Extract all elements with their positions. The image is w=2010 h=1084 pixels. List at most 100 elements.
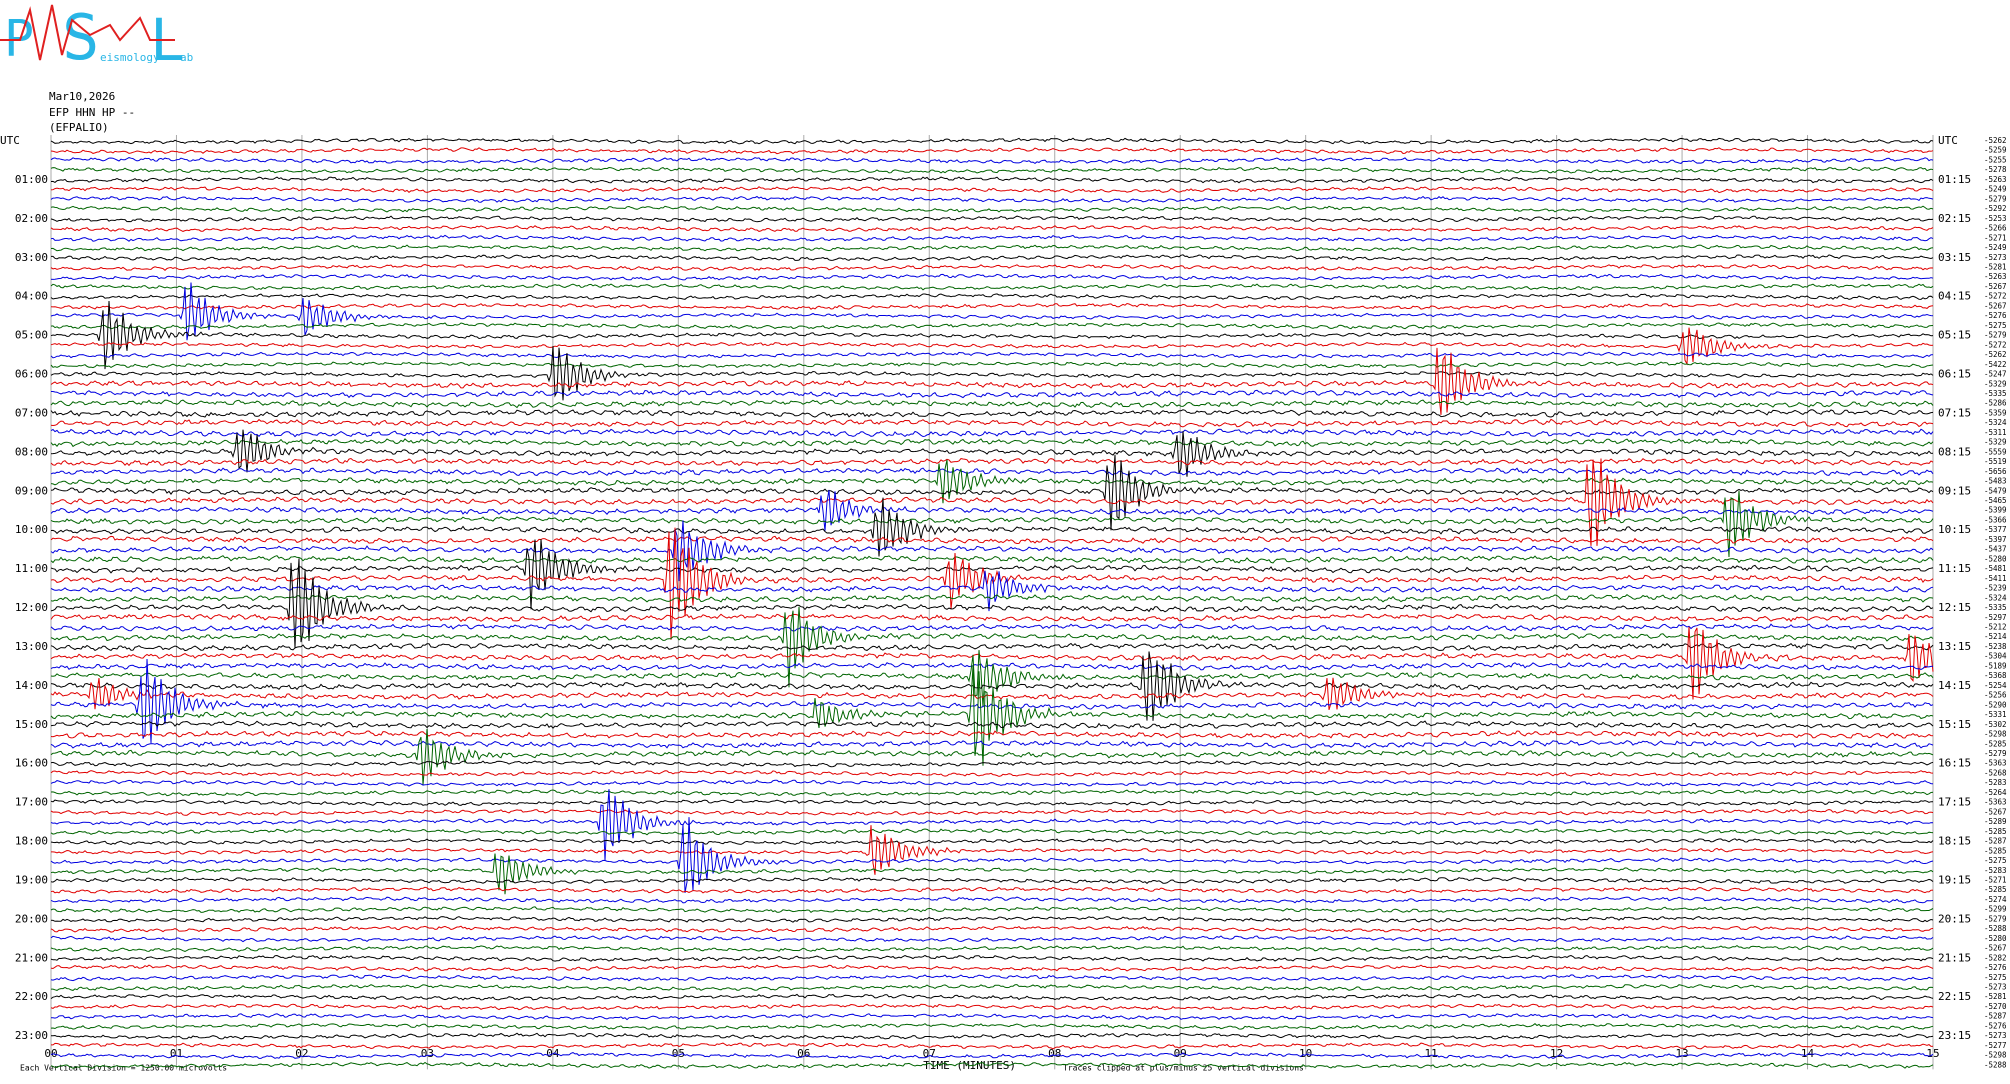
right-time-label: 05:15 bbox=[1938, 329, 1971, 342]
trace-label: -5239 bbox=[1984, 584, 2007, 593]
trace-label: -5279 bbox=[1984, 331, 2007, 340]
trace bbox=[50, 429, 1934, 477]
x-tick-label: 06 bbox=[797, 1047, 810, 1060]
trace bbox=[50, 760, 1934, 768]
trace-label: -5288 bbox=[1984, 924, 2007, 933]
trace-label: -5249 bbox=[1984, 243, 2007, 252]
trace bbox=[50, 662, 1934, 671]
trace-label: -5273 bbox=[1984, 1031, 2007, 1040]
trace bbox=[50, 490, 1934, 558]
trace bbox=[50, 838, 1934, 845]
trace bbox=[50, 613, 1934, 623]
right-time-label: 02:15 bbox=[1938, 212, 1971, 225]
trace-label: -5288 bbox=[1984, 1060, 2007, 1069]
trace bbox=[51, 825, 1934, 875]
right-time-label: 10:15 bbox=[1938, 523, 1971, 536]
trace bbox=[50, 302, 1934, 310]
left-time-label: 22:00 bbox=[15, 990, 48, 1003]
trace-label: -5267 bbox=[1984, 944, 2007, 953]
left-time-label: 15:00 bbox=[15, 718, 48, 731]
trace bbox=[51, 1013, 1934, 1021]
trace bbox=[50, 234, 1934, 242]
trace bbox=[50, 828, 1934, 836]
trace-label: -5280 bbox=[1984, 554, 2007, 563]
x-tick-label: 00 bbox=[44, 1047, 57, 1060]
trace-label: -5298 bbox=[1984, 1051, 2007, 1060]
trace-label: -5285 bbox=[1984, 739, 2007, 748]
x-tick-label: 10 bbox=[1299, 1047, 1312, 1060]
trace bbox=[50, 964, 1934, 972]
trace bbox=[50, 458, 1934, 546]
trace bbox=[50, 489, 1934, 531]
trace bbox=[50, 409, 1934, 418]
trace-label: -5559 bbox=[1984, 447, 2007, 456]
trace bbox=[50, 626, 1934, 700]
x-tick-label: 08 bbox=[1048, 1047, 1061, 1060]
trace-label: -5275 bbox=[1984, 321, 2007, 330]
trace-label: -5465 bbox=[1984, 496, 2007, 505]
trace bbox=[50, 993, 1934, 1001]
trace bbox=[50, 497, 1934, 557]
right-time-label: 06:15 bbox=[1938, 368, 1971, 381]
trace-label: -5366 bbox=[1984, 515, 2007, 524]
logo-wave bbox=[0, 4, 175, 61]
trace bbox=[50, 740, 1934, 749]
right-time-label: 23:15 bbox=[1938, 1029, 1971, 1042]
trace-label: -5256 bbox=[1984, 691, 2007, 700]
trace bbox=[50, 730, 1934, 739]
trace bbox=[50, 157, 1934, 165]
trace-label: -5483 bbox=[1984, 477, 2007, 486]
trace-label: -5397 bbox=[1984, 535, 2007, 544]
trace-label: -5262 bbox=[1984, 136, 2007, 145]
left-time-label: 04:00 bbox=[15, 290, 48, 303]
trace bbox=[50, 789, 1934, 862]
right-time-label: 12:15 bbox=[1938, 601, 1971, 614]
trace-label: -5255 bbox=[1984, 155, 2007, 164]
left-time-label: 11:00 bbox=[15, 562, 48, 575]
logo-small: eismology bbox=[100, 51, 160, 64]
left-time-label: 14:00 bbox=[15, 679, 48, 692]
trace bbox=[50, 215, 1934, 223]
trace-label: -5285 bbox=[1984, 885, 2007, 894]
right-time-label: 08:15 bbox=[1938, 445, 1971, 458]
trace bbox=[50, 467, 1934, 476]
trace-label: -5324 bbox=[1984, 418, 2007, 427]
left-time-label: 10:00 bbox=[15, 523, 48, 536]
trace-label: -5311 bbox=[1984, 428, 2007, 437]
trace bbox=[50, 642, 1934, 652]
trace bbox=[50, 137, 1934, 145]
trace-label: -5292 bbox=[1984, 204, 2007, 213]
trace bbox=[50, 817, 1934, 893]
right-time-label: 15:15 bbox=[1938, 718, 1971, 731]
trace bbox=[50, 555, 1934, 564]
left-time-label: 20:00 bbox=[15, 912, 48, 925]
left-time-label: UTC bbox=[0, 134, 20, 147]
left-time-label: 05:00 bbox=[15, 329, 48, 342]
trace bbox=[50, 1023, 1934, 1030]
trace bbox=[50, 944, 1934, 952]
trace bbox=[50, 244, 1934, 252]
trace-label: -5324 bbox=[1984, 593, 2007, 602]
left-time-label: 16:00 bbox=[15, 757, 48, 770]
left-time-label: 06:00 bbox=[15, 368, 48, 381]
trace-label: -5273 bbox=[1984, 253, 2007, 262]
trace bbox=[50, 361, 1934, 369]
x-tick-label: 03 bbox=[421, 1047, 434, 1060]
trace-label: -5285 bbox=[1984, 827, 2007, 836]
trace bbox=[50, 720, 1934, 730]
x-tick-label: 12 bbox=[1550, 1047, 1563, 1060]
trace bbox=[50, 896, 1934, 904]
trace-label: -5290 bbox=[1984, 700, 2007, 709]
right-time-label: 18:15 bbox=[1938, 835, 1971, 848]
trace bbox=[50, 606, 1934, 688]
left-time-label: 19:00 bbox=[15, 873, 48, 886]
trace-label: -5335 bbox=[1984, 389, 2007, 398]
trace-label: -5253 bbox=[1984, 214, 2007, 223]
trace-label: -5272 bbox=[1984, 340, 2007, 349]
trace-label: -5214 bbox=[1984, 632, 2007, 641]
trace-label: -5278 bbox=[1984, 165, 2007, 174]
x-tick-label: 13 bbox=[1675, 1047, 1688, 1060]
trace-label: -5276 bbox=[1984, 1021, 2007, 1030]
trace bbox=[50, 399, 1934, 409]
trace bbox=[50, 623, 1934, 632]
